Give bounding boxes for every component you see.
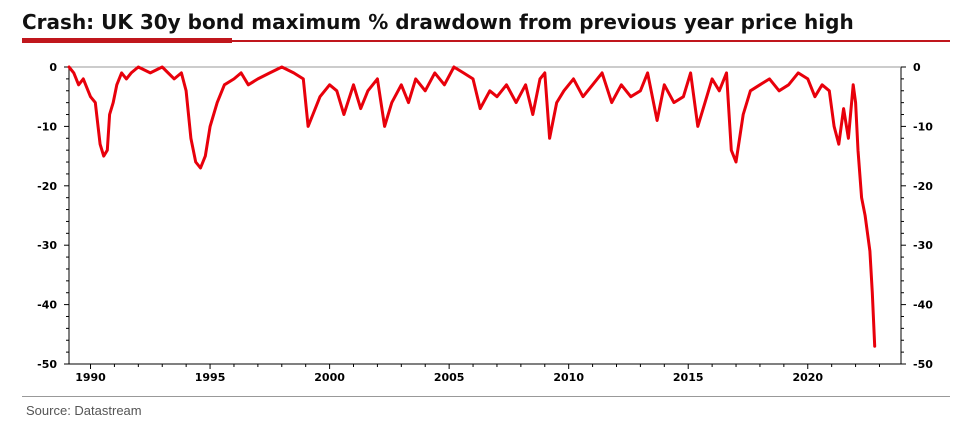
y-tick-label-right: -30	[913, 239, 933, 252]
y-tick-label-right: 0	[913, 61, 921, 74]
y-tick-label-left: 0	[49, 61, 57, 74]
title-underline	[22, 40, 950, 42]
footer-rule	[22, 396, 950, 397]
x-tick-label: 1995	[195, 371, 226, 384]
y-tick-label-left: -20	[37, 180, 57, 193]
y-tick-label-right: -50	[913, 358, 933, 371]
x-tick-label: 2010	[553, 371, 584, 384]
x-tick-labels: 1990 1995 2000 2005 2010 2015 2020	[75, 371, 823, 384]
y-tick-label-left: -30	[37, 239, 57, 252]
x-tick-label: 2015	[673, 371, 704, 384]
chart-axes	[64, 66, 906, 369]
y-tick-labels-right: 0 -10 -20 -30 -40 -50	[913, 61, 933, 371]
series-line	[67, 65, 877, 348]
chart-title: Crash: UK 30y bond maximum % drawdown fr…	[22, 10, 854, 34]
x-tick-label: 1990	[75, 371, 106, 384]
x-tick-label: 2020	[792, 371, 823, 384]
y-tick-label-left: -40	[37, 299, 57, 312]
x-tick-label: 2000	[314, 371, 345, 384]
title-accent-bar	[22, 38, 232, 43]
source-note: Source: Datastream	[26, 403, 142, 418]
y-tick-label-right: -20	[913, 180, 933, 193]
y-tick-labels-left: 0 -10 -20 -30 -40 -50	[37, 61, 57, 371]
y-tick-label-right: -40	[913, 299, 933, 312]
x-tick-label: 2005	[434, 371, 465, 384]
y-tick-label-left: -50	[37, 358, 57, 371]
y-tick-label-right: -10	[913, 120, 933, 133]
series-layer	[67, 65, 877, 348]
y-tick-label-left: -10	[37, 120, 57, 133]
